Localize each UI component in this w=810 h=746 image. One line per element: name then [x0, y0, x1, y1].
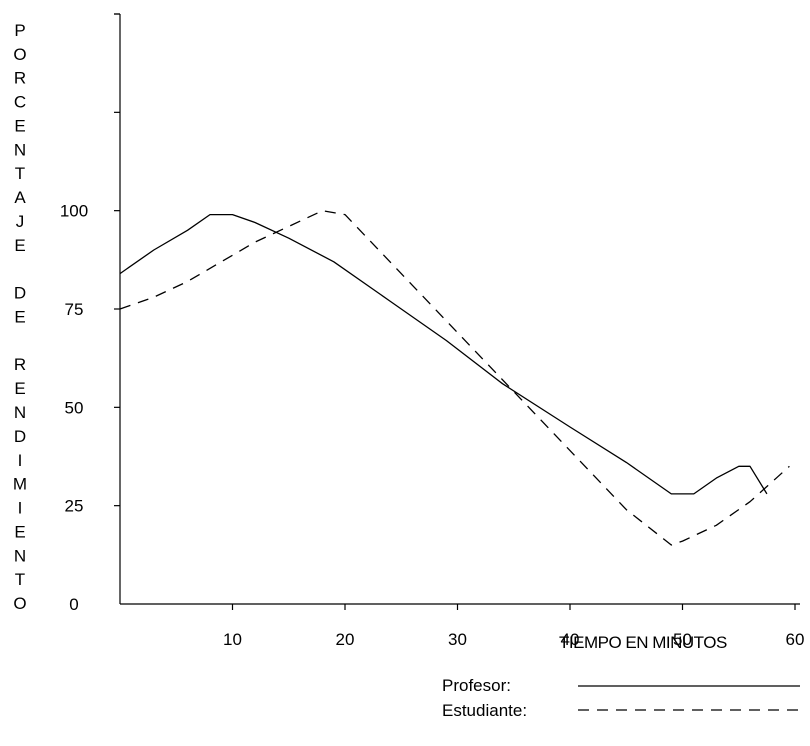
y-axis-title-char: A [14, 188, 26, 207]
x-tick-label: 40 [561, 630, 580, 649]
legend-label-profesor: Profesor: [442, 676, 511, 695]
y-axis-title-char: C [14, 93, 26, 112]
x-tick-label: 50 [673, 630, 692, 649]
legend-label-estudiante: Estudiante: [442, 701, 527, 720]
y-axis-title-char: R [14, 69, 26, 88]
y-tick-label: 50 [65, 398, 84, 417]
y-axis-title-char: E [14, 236, 25, 255]
y-tick-label: 0 [69, 595, 78, 614]
series-lines [119, 210, 790, 546]
y-axis-title-char: D [14, 427, 26, 446]
y-axis-title-char: N [14, 546, 26, 565]
y-axis-ticks: 0 25 50 75 100 [60, 13, 120, 614]
x-tick-label: 10 [223, 630, 242, 649]
y-axis-title-char: M [13, 475, 27, 494]
x-axis-title: TIEMPO EN MINUTOS [559, 633, 727, 652]
series-line-estudiante [119, 210, 790, 546]
y-axis-title-char: R [14, 355, 26, 374]
y-axis-title-char: T [15, 570, 25, 589]
y-tick-label: 25 [65, 497, 84, 516]
series-line-profesor [119, 213, 768, 495]
y-axis-title-char: E [14, 379, 25, 398]
y-axis-title-char: J [16, 212, 25, 231]
y-axis-title-char: E [14, 522, 25, 541]
x-tick-label: 20 [336, 630, 355, 649]
y-axis-title-char: I [18, 499, 23, 518]
y-axis-title-char: N [14, 140, 26, 159]
y-axis-title-char: N [14, 403, 26, 422]
y-tick-label: 75 [65, 300, 84, 319]
x-tick-label: 60 [786, 630, 805, 649]
y-axis-title-char: O [13, 45, 26, 64]
legend: Profesor: Estudiante: [442, 676, 800, 720]
y-axis-title-char: O [13, 594, 26, 613]
y-axis-title-char: I [18, 451, 23, 470]
x-axis-ticks: 10 20 30 40 50 60 [223, 604, 804, 649]
y-axis-title-char: E [14, 116, 25, 135]
y-axis-title-char: E [14, 308, 25, 327]
y-axis-title-char: P [14, 21, 25, 40]
y-axis-title-char: D [14, 284, 26, 303]
x-tick-label: 30 [448, 630, 467, 649]
y-tick-label: 100 [60, 202, 88, 221]
y-axis-title-char: T [15, 164, 25, 183]
